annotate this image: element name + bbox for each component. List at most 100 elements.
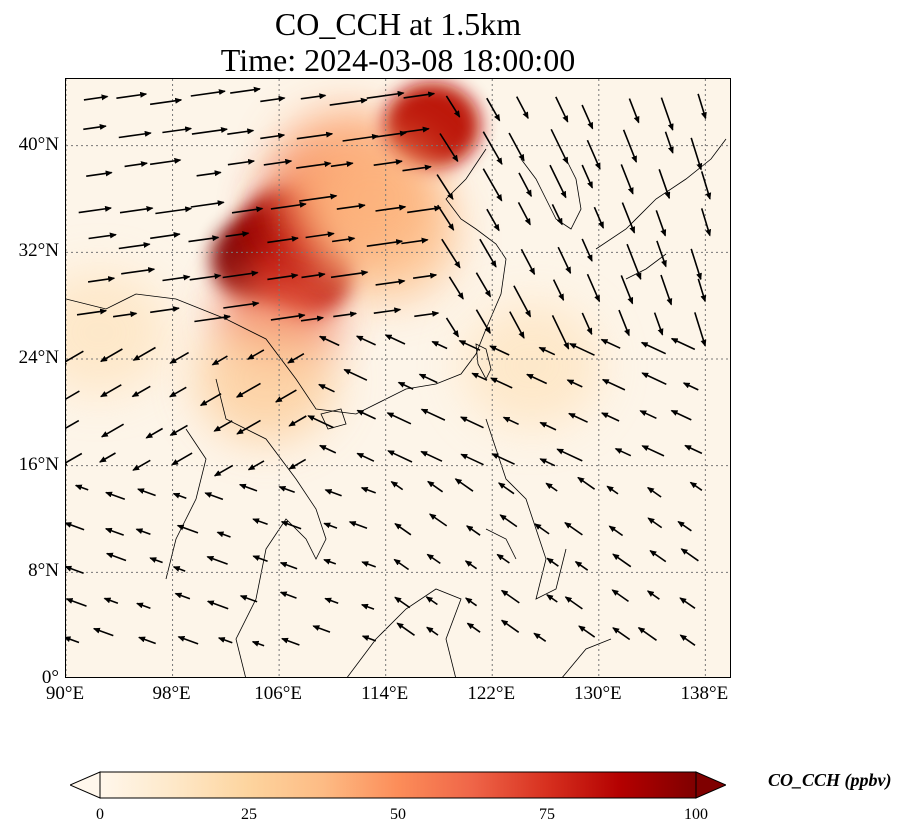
wind-vector [145, 427, 163, 439]
wind-vector [323, 558, 337, 565]
wind-vector [431, 340, 448, 350]
wind-vector [466, 622, 481, 633]
wind-vector [267, 235, 299, 244]
wind-vector [549, 164, 567, 199]
wind-vector [204, 492, 224, 501]
colorbar-label: CO_CCH (ppbv) [768, 770, 892, 790]
lon-tick-label: 90°E [45, 683, 85, 704]
wind-vector [593, 206, 605, 229]
colorbar-svg [68, 771, 728, 799]
lat-tick-label: 16°N [18, 453, 59, 475]
wind-vector [427, 480, 444, 493]
plume-blob [66, 269, 170, 396]
wind-vector [700, 208, 712, 237]
wind-vector [566, 379, 583, 388]
wind-vector [105, 491, 126, 501]
coastline-china [66, 148, 507, 415]
wind-vector [189, 273, 222, 281]
wind-vector [267, 272, 299, 281]
wind-vector [206, 600, 229, 610]
wind-vector [124, 161, 148, 168]
wind-vector [135, 528, 151, 535]
wind-vector [538, 346, 556, 356]
wind-vector [299, 193, 338, 202]
wind-vector [581, 164, 594, 189]
wind-vector [116, 91, 148, 99]
wind-vectors [66, 86, 712, 647]
wind-vector [637, 627, 657, 641]
wind-vector [330, 270, 369, 279]
wind-vector [500, 589, 520, 604]
wind-vector [239, 595, 258, 603]
wind-vector [436, 174, 454, 201]
wind-vector [66, 452, 83, 467]
wind-vector [177, 636, 199, 645]
wind-vector [375, 204, 407, 212]
lon-tick-label: 106°E [254, 683, 302, 704]
wind-vector [356, 452, 375, 462]
wind-vector [677, 520, 692, 532]
wind-vector [323, 522, 338, 529]
wind-vector [557, 246, 572, 275]
wind-vector [697, 278, 707, 303]
wind-vector [649, 550, 667, 563]
wind-vector [66, 419, 80, 433]
lat-tick-label: 8°N [28, 560, 59, 582]
wind-vector [581, 312, 593, 336]
wind-vector [426, 626, 439, 636]
wind-vector [176, 524, 199, 534]
wind-vector [621, 202, 636, 234]
wind-vector [191, 127, 228, 135]
wind-vector [658, 169, 671, 200]
wind-vector [307, 415, 334, 429]
wind-vector [418, 373, 438, 384]
wind-vector [171, 452, 193, 466]
wind-vector [670, 409, 692, 421]
wind-vector [539, 421, 557, 431]
wind-vector [280, 520, 302, 530]
wind-vector [288, 415, 307, 427]
wind-vector [407, 205, 442, 214]
wind-vector [66, 350, 84, 366]
wind-vector [574, 561, 589, 571]
wind-vector [227, 158, 256, 166]
wind-vector [479, 238, 497, 268]
wind-vector [66, 390, 80, 404]
wind-vector [318, 444, 337, 454]
wind-vector [464, 560, 478, 570]
wind-vector [83, 123, 107, 131]
wind-vector [360, 487, 376, 494]
wind-vector [568, 412, 588, 423]
wind-vector [217, 637, 233, 644]
wind-vector [118, 242, 151, 250]
wind-vector [539, 458, 556, 467]
wind-vector [373, 307, 402, 314]
wind-vector [278, 486, 295, 494]
wind-vector [402, 164, 432, 172]
wind-vector [318, 383, 335, 393]
colorbar-extend-high [695, 771, 728, 799]
wind-vector [333, 311, 358, 318]
wind-vector [99, 452, 116, 463]
wind-vector [482, 131, 503, 165]
wind-vector [162, 274, 191, 282]
map-panel [65, 78, 731, 678]
coastline-japan [595, 138, 727, 280]
wind-vector [119, 205, 154, 214]
wind-vector [517, 202, 531, 226]
wind-vector [150, 231, 181, 240]
wind-vector [206, 555, 228, 565]
wind-vector [546, 557, 559, 567]
wind-vector [641, 372, 667, 386]
wind-vector [660, 97, 674, 131]
wind-vector [628, 98, 640, 124]
wind-vector [384, 334, 406, 345]
wind-vector [312, 625, 331, 633]
wind-vector [150, 306, 180, 314]
wind-vector [305, 231, 335, 239]
wind-vector [279, 561, 298, 570]
wind-vector [586, 273, 601, 303]
wind-vector [577, 476, 596, 490]
wind-vector [546, 594, 558, 603]
wind-vector [646, 486, 662, 498]
